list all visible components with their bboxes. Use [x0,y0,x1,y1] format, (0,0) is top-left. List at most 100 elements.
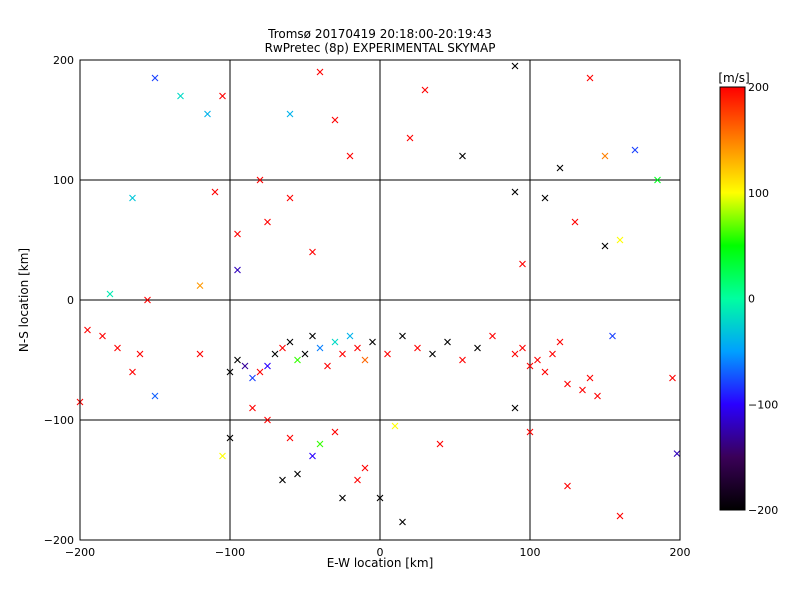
data-point-x [654,176,661,184]
data-point-x [286,194,294,202]
data-point-x [286,338,294,346]
y-tick-label: −200 [44,534,74,547]
data-point-x [279,344,286,352]
y-tick-label: 200 [53,54,74,67]
colorbar-tick-label: 0 [748,293,755,306]
data-point-x [346,332,354,340]
data-point-x [226,368,234,376]
data-point-x [541,368,549,376]
data-point-x [391,422,399,430]
data-point-x [196,282,204,289]
data-point-x [511,188,519,196]
data-point-x [331,116,339,124]
data-point-x [106,290,114,298]
data-point-x [151,74,159,82]
data-point-x [406,134,414,142]
data-point-x [616,236,624,244]
data-point-x [316,68,324,76]
data-point-x [489,332,496,340]
colorbar-tick-label: −200 [748,504,778,517]
y-tick-label: 100 [53,174,74,187]
data-point-x [354,476,361,484]
x-tick-label: 200 [670,546,691,559]
data-point-x [294,356,301,364]
data-point-x [324,362,331,370]
data-point-x [399,518,406,526]
data-point-x [331,428,339,436]
data-point-x [234,356,241,364]
data-point-x [129,194,136,202]
data-point-x [286,110,294,118]
data-point-x [511,350,519,358]
data-point-x [211,188,219,196]
data-point-x [249,404,256,412]
data-point-x [526,428,534,436]
y-tick-label: −100 [44,414,74,427]
data-point-x [571,218,579,226]
data-point-x [421,86,429,94]
data-point-x [564,482,571,490]
data-point-x [264,362,271,370]
data-point-x [579,386,586,394]
data-point-x [361,356,369,364]
data-point-x [549,350,556,358]
chart-subtitle: RwPretec (8p) EXPERIMENTAL SKYMAP [265,41,496,55]
data-point-x [459,152,466,160]
data-point-x [586,374,594,382]
data-point-x [564,380,571,388]
x-tick-label: 0 [377,546,384,559]
colorbar-tick-label: 100 [748,187,769,200]
x-axis-label: E-W location [km] [327,556,434,570]
data-point-x [241,362,249,370]
x-tick-label: 100 [520,546,541,559]
y-axis-label: N-S location [km] [17,248,31,352]
data-point-x [414,344,421,352]
data-point-x [444,338,451,346]
data-point-x [331,338,339,346]
data-point-x [601,242,609,250]
x-axis-ticks: −200 −100 0 100 200 [65,546,691,559]
data-point-x [249,374,256,382]
chart-title: Tromsø 20170419 20:18:00-20:19:43 [267,27,492,41]
data-point-x [286,434,294,442]
data-point-x [354,344,361,352]
data-point-x [556,164,564,172]
y-tick-label: 0 [67,294,74,307]
data-point-x [399,332,406,340]
data-point-x [474,344,481,352]
data-point-x [586,74,594,82]
data-point-x [256,368,264,376]
y-axis-ticks: −200 −100 0 100 200 [44,54,74,547]
data-point-x [361,464,369,472]
data-point-x [219,452,226,460]
data-point-x [294,470,301,478]
grid-lines [80,60,680,540]
data-point-x [219,92,226,100]
data-point-x [264,416,271,424]
data-point-x [136,350,144,358]
data-point-x [609,332,616,340]
data-point-x [316,344,324,352]
data-point-x [309,332,316,340]
data-point-x [256,176,264,184]
data-point-x [601,152,609,160]
data-point-x [196,350,204,358]
data-point-x [669,374,676,382]
data-point-x [673,450,681,457]
data-point-x [316,440,324,448]
data-point-x [339,350,346,358]
data-point-x [226,434,234,442]
colorbar-label: [m/s] [718,71,749,85]
data-point-x [114,344,121,352]
data-point-x [264,218,271,226]
data-point-x [384,350,391,358]
data-point-x [556,338,564,346]
data-point-x [151,392,159,400]
colorbar-ticks: −200 −100 0 100 200 [748,81,778,517]
data-point-x [511,404,519,412]
data-point-x [177,92,184,100]
x-tick-label: −100 [215,546,245,559]
data-point-x [129,368,136,376]
colorbar-tick-label: −100 [748,398,778,411]
